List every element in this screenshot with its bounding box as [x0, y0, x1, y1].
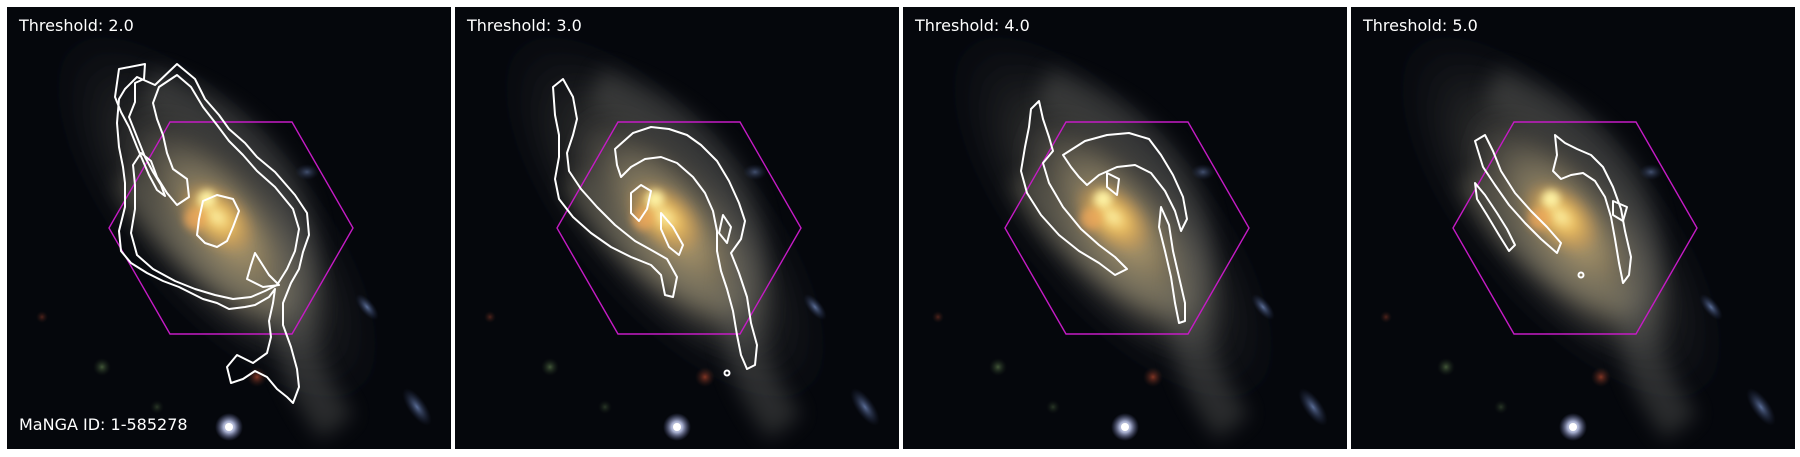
galaxy-image [1351, 7, 1795, 449]
threshold-label: Threshold: 2.0 [19, 16, 134, 35]
threshold-label: Threshold: 5.0 [1363, 16, 1478, 35]
threshold-label: Threshold: 3.0 [467, 16, 582, 35]
panel-threshold-5: Threshold: 5.0 [1351, 7, 1795, 449]
contour-lines [1020, 100, 1188, 324]
galaxy-image [455, 7, 899, 449]
threshold-label: Threshold: 4.0 [915, 16, 1030, 35]
contour-lines [552, 78, 758, 377]
manga-id-label: MaNGA ID: 1-585278 [19, 415, 188, 434]
contour-lines [114, 63, 310, 404]
panel-threshold-3: Threshold: 3.0 [455, 7, 899, 449]
contour-lines [1474, 134, 1632, 284]
galaxy-image [903, 7, 1347, 449]
panel-threshold-2: Threshold: 2.0 MaNGA ID: 1-585278 [7, 7, 451, 449]
galaxy-image [7, 7, 451, 449]
panel-threshold-4: Threshold: 4.0 [903, 7, 1347, 449]
